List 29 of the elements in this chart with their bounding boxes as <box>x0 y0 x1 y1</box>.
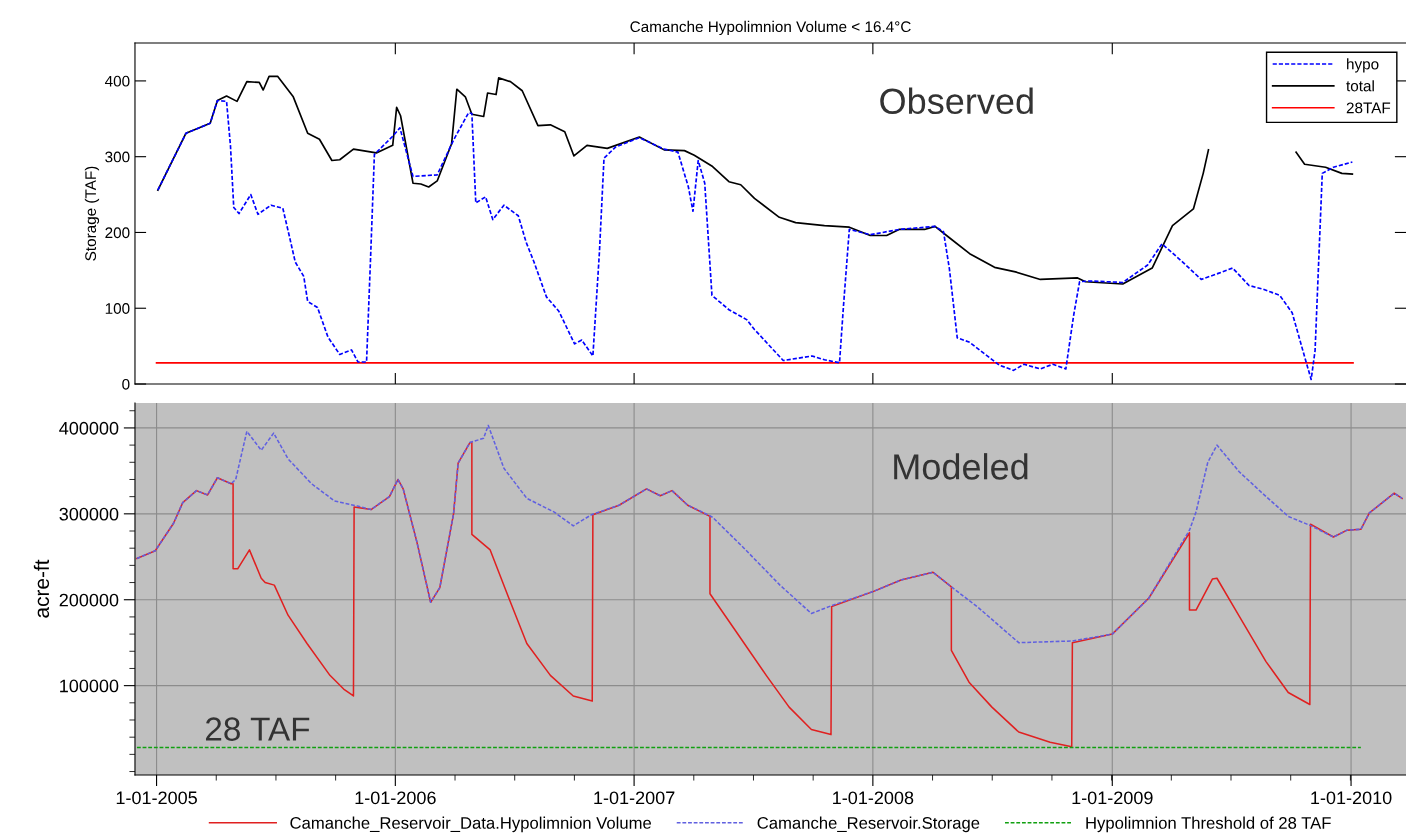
x-tick-label: 1-01-2008 <box>833 791 914 805</box>
line-series <box>136 424 1403 644</box>
x-tick-label: 1-01-2005 <box>116 791 197 805</box>
annotation: Observed <box>880 87 1033 115</box>
y-tick-label: 300000 <box>59 507 119 521</box>
y-axis-title: acre-ft <box>33 559 50 618</box>
annotation: 28 TAF <box>205 717 310 741</box>
y-tick-label: 100 <box>105 303 130 314</box>
y-tick-label: 200 <box>105 227 130 239</box>
x-tick-label: 1-01-2007 <box>594 791 675 805</box>
legend-label: Hypolimnion Threshold of 28 TAF <box>1086 816 1331 833</box>
y-tick-label: 0 <box>122 378 130 390</box>
x-tick-label: 1-01-2006 <box>355 791 436 805</box>
y-tick-label: 300 <box>105 151 130 163</box>
y-axis-title: Storage (TAF) <box>84 166 100 261</box>
annotation: Modeled <box>894 453 1028 480</box>
y-tick-label: 400000 <box>59 421 119 435</box>
legend-label: total <box>1346 80 1374 92</box>
legend-label: hypo <box>1347 58 1379 73</box>
chart-title: Camanche Hypolimnion Volume < 16.4°C <box>630 20 911 36</box>
legend-label: Camanche_Reservoir_Data.Hypolimnion Volume <box>290 816 652 833</box>
x-tick-label: 1-01-2009 <box>1072 791 1153 805</box>
y-tick-label: 200000 <box>59 593 119 607</box>
line-series <box>136 441 1403 748</box>
legend-label: 28TAF <box>1346 102 1391 114</box>
y-tick-label: 100000 <box>60 679 119 693</box>
legend-label: Camanche_Reservoir.Storage <box>757 816 980 833</box>
y-tick-label: 400 <box>104 75 130 87</box>
x-tick-label: 1-01-2010 <box>1311 791 1392 805</box>
